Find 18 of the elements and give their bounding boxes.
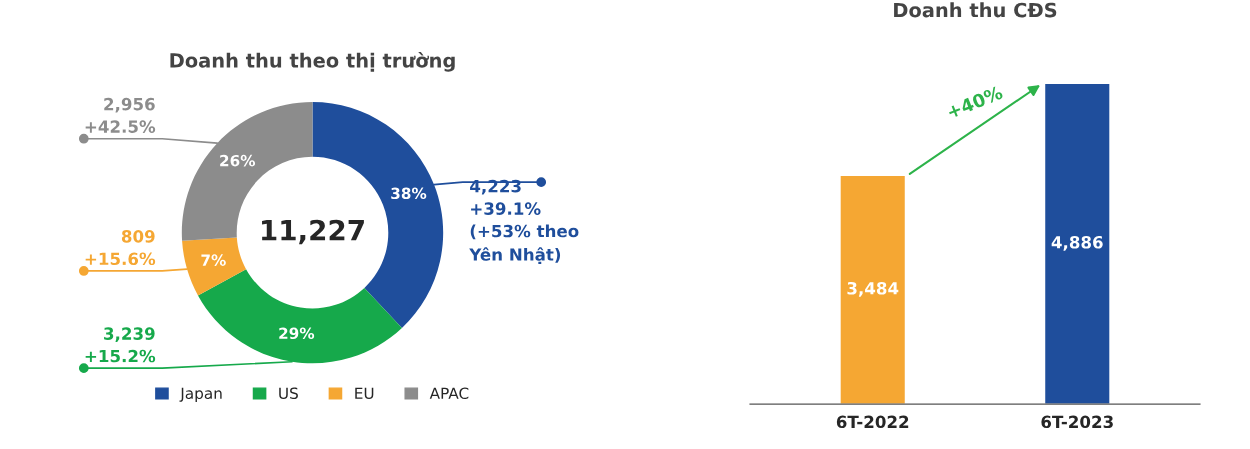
text: 809 +15.6%	[85, 230, 156, 266]
chart-title: Doanh thu theo thị trường	[170, 51, 455, 72]
legend-label: Japan	[179, 387, 222, 402]
x-tick-label: 6T-2022	[836, 415, 909, 429]
x-tick-label: 6T-2023	[1041, 415, 1113, 429]
data-label: 3,484	[847, 281, 899, 297]
data-label: 4,886	[1051, 235, 1103, 251]
legend-label: EU	[355, 387, 374, 400]
data-label: 7%	[201, 254, 226, 266]
data-label: 38%	[391, 187, 427, 200]
chart-title: Doanh thu CĐS	[894, 2, 1057, 18]
legend-label: US	[279, 387, 298, 400]
text: 3,239 +15.2%	[85, 327, 156, 363]
data-label: 29%	[279, 327, 315, 340]
text: 11,227	[262, 219, 364, 245]
legend-label: APAC	[429, 387, 469, 400]
text: 2,956 +42.5%	[85, 97, 156, 133]
data-label: 26%	[220, 154, 256, 167]
